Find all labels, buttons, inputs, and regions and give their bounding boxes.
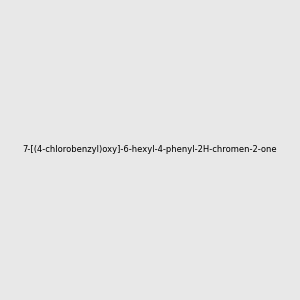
Text: 7-[(4-chlorobenzyl)oxy]-6-hexyl-4-phenyl-2H-chromen-2-one: 7-[(4-chlorobenzyl)oxy]-6-hexyl-4-phenyl… — [23, 146, 277, 154]
